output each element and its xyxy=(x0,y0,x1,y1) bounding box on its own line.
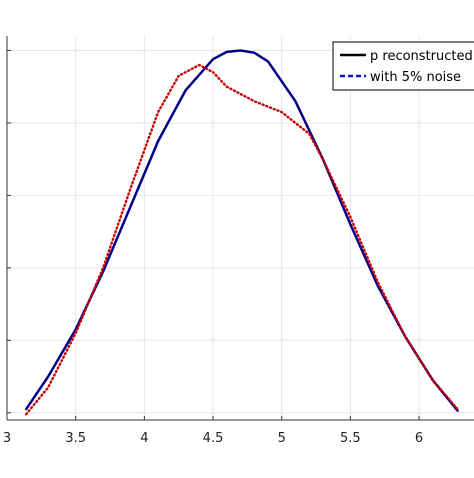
plot-background xyxy=(7,36,474,420)
x-tick-label-0: 3 xyxy=(3,431,11,446)
legend-label-reconstructed: p reconstructed xyxy=(370,49,473,64)
x-ticks: 3 3.5 4 4.5 5 5.5 6 xyxy=(3,416,423,446)
x-tick-label-1: 3.5 xyxy=(65,431,86,446)
series-layer xyxy=(24,49,459,416)
x-tick-label-4: 5 xyxy=(278,431,286,446)
grid xyxy=(6,36,474,420)
x-tick-label-3: 4.5 xyxy=(203,431,224,446)
series-line-1 xyxy=(25,63,459,416)
x-tick-label-6: 6 xyxy=(415,431,423,446)
y-ticks xyxy=(7,49,11,414)
legend-box xyxy=(332,41,474,91)
x-tick-label-2: 4 xyxy=(140,431,148,446)
legend: p reconstructed with 5% noise xyxy=(332,41,474,91)
series-line-0 xyxy=(24,49,459,412)
legend-label-noise: with 5% noise xyxy=(370,70,461,85)
x-tick-label-5: 5.5 xyxy=(340,431,361,446)
